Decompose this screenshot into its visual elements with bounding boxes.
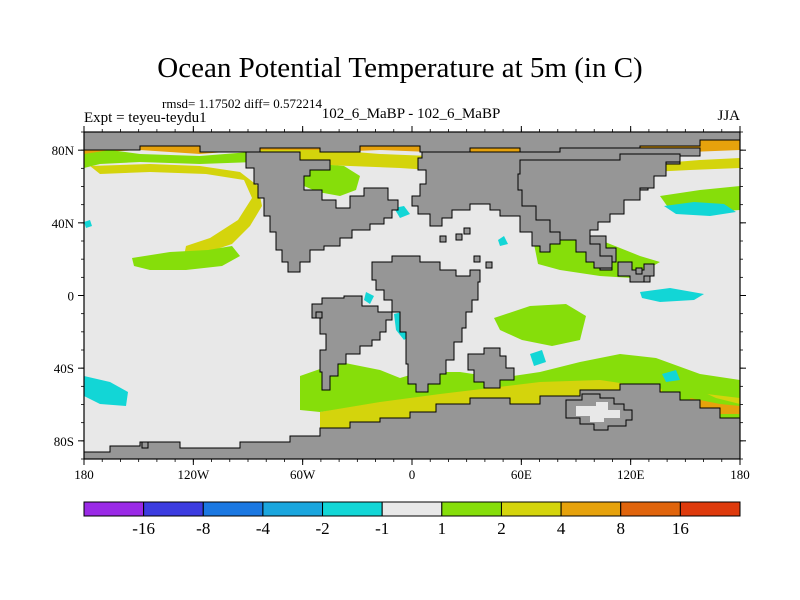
y-tick-label-2: 0: [68, 289, 75, 304]
island-1: [455, 233, 463, 241]
x-tick-label-1: 120W: [177, 467, 210, 482]
colorbar-label-3: -2: [315, 519, 329, 538]
center-label: 102_6_MaBP - 102_6_MaBP: [321, 106, 501, 122]
axes: 180 120W 60W 0 60E 120E 180 80N 40N 0 40S 80S: [52, 126, 750, 482]
island-4: [473, 255, 481, 263]
x-tick-label-5: 120E: [617, 467, 645, 482]
colorbar-label-7: 4: [557, 519, 566, 538]
colorbar-swatch-1: [143, 501, 204, 517]
australia-interior: [576, 402, 620, 422]
colorbar-swatch-10: [679, 501, 741, 517]
y-tick-label-1: 40N: [52, 216, 75, 231]
s-ocean-green: [300, 354, 740, 412]
x-tick-label-2: 60W: [290, 467, 316, 482]
x-tick-label-4: 60E: [511, 467, 532, 482]
island-3: [485, 261, 493, 269]
colorbar-label-0: -16: [132, 519, 155, 538]
map-field: [84, 132, 740, 459]
plot-area: [84, 132, 740, 459]
cyan-indian: [640, 288, 704, 302]
n-atlantic-green: [302, 164, 360, 196]
cyan-atlantic-4: [498, 236, 508, 246]
colorbar-label-2: -4: [256, 519, 271, 538]
land-siberia-east: [517, 153, 681, 269]
land-africa: [371, 255, 481, 393]
y-tick-label-0: 80N: [52, 143, 75, 158]
colorbar-label-4: -1: [375, 519, 389, 538]
colorbar-swatch-8: [560, 501, 622, 517]
land-madagascar: [467, 347, 515, 389]
y-tick-label-4: 80S: [54, 434, 74, 449]
n-pacific-green: [132, 246, 240, 270]
stats-label: rmsd= 1.17502 diff= 0.572214: [162, 96, 322, 111]
land-south-america: [311, 295, 393, 391]
cyan-arctic-dot: [84, 220, 92, 228]
colorbar-swatch-6: [441, 501, 502, 517]
colorbar-swatch-2: [202, 501, 264, 517]
chart-title: Ocean Potential Temperature at 5m (in C): [157, 52, 643, 84]
colorbar-swatch-7: [500, 501, 562, 517]
land-north-america: [245, 151, 399, 273]
island-2: [463, 227, 471, 235]
colorbar-label-5: 1: [438, 519, 447, 538]
island-5: [635, 267, 643, 275]
island-6: [643, 275, 651, 283]
cyan-s-pacific-west: [84, 376, 128, 406]
y-tick-label-3: 40S: [54, 361, 74, 376]
colorbar-label-6: 2: [497, 519, 506, 538]
colorbar-swatch-3: [262, 501, 324, 517]
colorbar-label-9: 16: [672, 519, 689, 538]
n-pacific-yellow: [90, 164, 262, 256]
cyan-atlantic-1: [364, 292, 374, 304]
season-label: JJA: [717, 108, 740, 124]
colorbar-swatch-9: [620, 501, 681, 517]
colorbar-label-8: 8: [616, 519, 625, 538]
colorbar-swatch-5: [381, 501, 443, 517]
colorbar: -16 -8 -4 -2 -1 1 2 4 8 16: [83, 501, 741, 538]
cyan-atlantic-3: [662, 370, 680, 382]
island-8: [141, 441, 149, 449]
x-tick-label-0: 180: [74, 467, 94, 482]
colorbar-swatch-0: [83, 501, 145, 517]
x-tick-label-6: 180: [730, 467, 750, 482]
island-7: [315, 311, 323, 319]
indian-green-south: [494, 304, 586, 346]
colorbar-label-1: -8: [196, 519, 210, 538]
cyan-atlantic-2: [530, 350, 546, 366]
colorbar-swatch-4: [322, 501, 383, 517]
arctic-green-west: [84, 150, 256, 168]
cyan-n-pacific-east: [664, 202, 736, 216]
x-tick-label-3: 0: [409, 467, 416, 482]
expt-label: Expt = teyeu-teydu1: [84, 110, 207, 126]
island-0: [439, 235, 447, 243]
